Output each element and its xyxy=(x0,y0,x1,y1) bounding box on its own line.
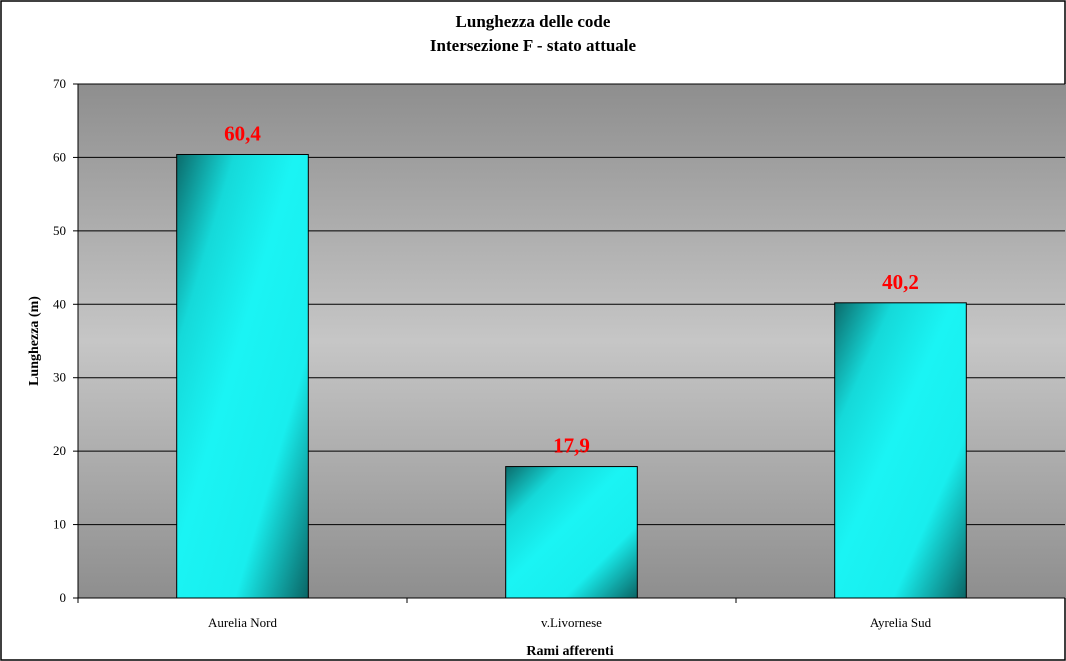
data-label: 60,4 xyxy=(224,121,261,145)
y-tick-label: 10 xyxy=(53,517,66,532)
y-tick-label: 30 xyxy=(53,370,66,385)
data-label: 17,9 xyxy=(553,434,590,458)
y-tick-label: 50 xyxy=(53,223,66,238)
x-tick-label: v.Livornese xyxy=(541,615,602,630)
x-axis-title: Rami afferenti xyxy=(526,644,613,659)
y-tick-label: 70 xyxy=(53,76,66,91)
y-tick-label: 0 xyxy=(60,590,67,605)
bar-aurelia-nord xyxy=(176,153,309,599)
x-tick-label: Ayrelia Sud xyxy=(870,615,932,630)
y-tick-label: 20 xyxy=(53,443,66,458)
bar-ayrelia-sud xyxy=(834,302,967,599)
chart-title: Lunghezza delle code xyxy=(456,12,611,31)
chart-subtitle: Intersezione F - stato attuale xyxy=(430,36,637,55)
y-axis-title: Lunghezza (m) xyxy=(27,296,42,386)
x-tick-label: Aurelia Nord xyxy=(208,615,277,630)
bar-v-livornese xyxy=(505,466,638,599)
y-tick-label: 40 xyxy=(53,296,66,311)
axes: 0 10 20 30 40 50 60 70 Aurelia Nord v.Livornese Ay… xyxy=(53,76,1066,630)
y-tick-label: 60 xyxy=(53,149,66,164)
data-label: 40,2 xyxy=(882,270,919,294)
data-labels: 60,4 17,9 40,2 xyxy=(224,121,919,457)
